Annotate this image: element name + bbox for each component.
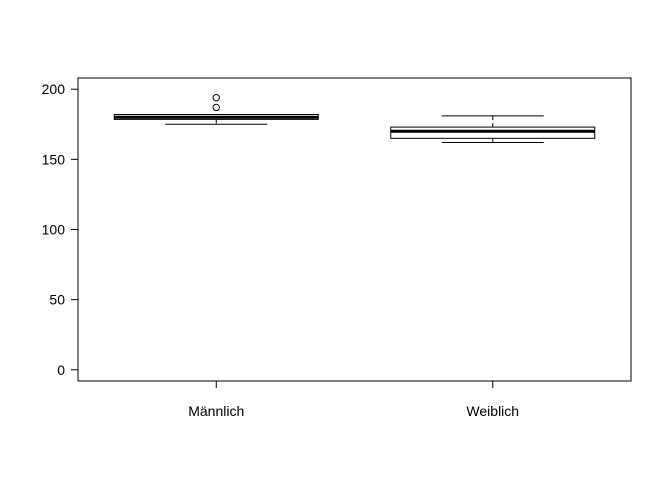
box-maennlich	[113, 93, 319, 125]
y-axis: 0 50 100 150 200	[42, 81, 78, 378]
plot-frame	[77, 77, 632, 382]
y-tick-label: 0	[57, 362, 65, 378]
box-group	[113, 93, 596, 144]
x-axis: Männlich Weiblich	[188, 381, 519, 419]
box-weiblich	[390, 115, 596, 144]
y-tick-label: 150	[42, 151, 66, 167]
y-tick-label: 200	[42, 81, 66, 97]
y-tick-label: 50	[49, 292, 65, 308]
outlier-point	[212, 93, 220, 102]
x-tick-label: Männlich	[188, 403, 244, 419]
outlier-point	[212, 103, 220, 112]
y-tick-label: 100	[42, 222, 66, 238]
x-tick-label: Weiblich	[466, 403, 519, 419]
